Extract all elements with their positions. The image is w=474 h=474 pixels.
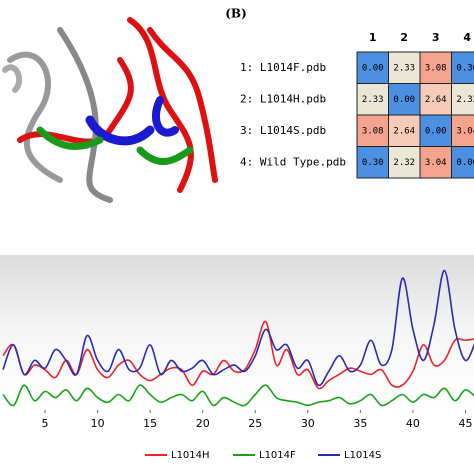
series-line [2,320,474,390]
cell-value: 0.30 [456,63,474,73]
cell-value: 2.32 [393,158,415,168]
matrix-cell [388,114,421,147]
cell-value: 2.33 [362,95,384,105]
legend-label: L1014F [259,450,296,461]
x-tick-label: 5 [42,417,49,430]
matrix-cell [388,146,421,179]
row-label: 3: L1014S.pdb [240,124,326,137]
matrix-cell [419,83,452,116]
cell-value: 2.32 [456,95,474,105]
x-tick-label: 30 [301,417,315,430]
matrix-cell [419,146,452,179]
row-label: 2: L1014H.pdb [240,92,326,105]
cell-value: 3.04 [456,126,474,136]
row-label: 1: L1014F.pdb [240,61,326,74]
cell-value: 3.04 [425,158,447,168]
series-line [2,269,474,387]
x-tick-label: 25 [248,417,262,430]
panel-label: (B) [225,7,247,21]
row-label: 4: Wild Type.pdb [240,155,346,168]
rmsd-matrix: 1 2 3 4 1: L1014F.pdb 2: L1014H.pdb 3: L1014S.… [240,31,474,179]
cell-value: 0.00 [393,95,415,105]
line-chart: 5 10 15 20 25 30 35 40 45 L1014H L1014F L1014S [2,269,474,461]
cell-value: 2.64 [425,95,447,105]
cell-value: 3.08 [425,63,447,73]
matrix-cell [356,83,389,116]
x-tick-label: 15 [143,417,157,430]
column-label: 1 [369,31,377,44]
column-label: 3 [432,31,440,44]
cell-value: 0.30 [362,158,384,168]
cell-value: 0.00 [362,63,384,73]
matrix-cell [356,51,389,84]
matrix-cell [388,51,421,84]
cell-value: 2.64 [393,126,415,136]
legend-label: L1014H [171,450,210,461]
protein-structure [2,17,218,203]
x-tick-label: 40 [406,417,420,430]
series-line [2,384,474,407]
x-tick-label: 20 [196,417,210,430]
legend-label: L1014S [344,450,381,461]
cell-value: 3.08 [362,126,384,136]
x-tick-label: 45 [458,417,472,430]
x-tick-label: 35 [353,417,367,430]
x-tick-label: 10 [91,417,105,430]
cell-value: 0.00 [425,126,447,136]
column-label: 4 [463,31,471,44]
matrix-cell [451,146,474,179]
column-label: 2 [400,31,408,44]
matrix-cell [419,114,452,147]
cell-value: 0.00 [456,158,474,168]
cell-value: 2.33 [393,63,415,73]
